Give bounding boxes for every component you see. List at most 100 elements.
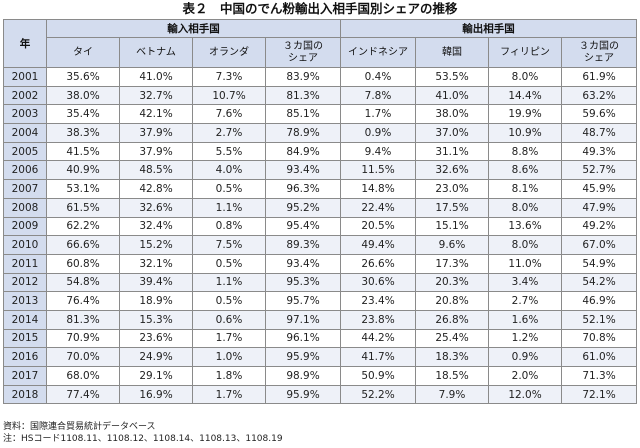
share-cell: 76.4% <box>46 291 120 311</box>
share-cell: 39.4% <box>119 272 193 293</box>
share-cell: 93.4% <box>265 253 341 274</box>
share-cell: 11.0% <box>488 253 562 274</box>
year-cell: 2003 <box>3 104 47 125</box>
year-cell: 2018 <box>3 384 47 405</box>
share-cell: 85.1% <box>265 104 341 125</box>
table-row: 2013 76.4% 18.9% 0.5% 95.7% 23.4% 20.8% 2.7% 46.… <box>3 291 637 311</box>
share-cell: 32.4% <box>119 216 193 237</box>
share-cell: 14.8% <box>340 179 416 199</box>
share-cell: 77.4% <box>46 384 120 405</box>
footnotes: 資料：国際連合貿易統計データベース 注：HSコード1108.11、1108.12… <box>3 421 283 445</box>
share-cell: 95.7% <box>265 291 341 311</box>
table-row: 2012 54.8% 39.4% 1.1% 95.3% 30.6% 20.3% 3.4% 54.… <box>3 272 637 293</box>
table-row: 2006 40.9% 48.5% 4.0% 93.4% 11.5% 32.6% 8.6% 52.… <box>3 160 637 181</box>
share-cell: 14.4% <box>488 85 562 106</box>
year-cell: 2010 <box>3 235 47 255</box>
share-cell: 96.1% <box>265 328 341 349</box>
share-cell: 0.9% <box>340 123 416 143</box>
share-cell: 35.4% <box>46 104 120 125</box>
import-col-header: ３カ国の シェア <box>265 37 341 68</box>
share-cell: 1.7% <box>192 384 266 405</box>
share-cell: 60.8% <box>46 253 120 274</box>
year-cell: 2009 <box>3 216 47 237</box>
share-cell: 11.5% <box>340 160 416 181</box>
import-col-header: ベトナム <box>119 37 193 68</box>
share-cell: 61.5% <box>46 197 120 218</box>
share-cell: 70.9% <box>46 328 120 349</box>
share-cell: 32.6% <box>119 197 193 218</box>
export-col-header: 韓国 <box>415 37 489 68</box>
share-cell: 35.6% <box>46 67 120 87</box>
export-group-header: 輸出相手国 <box>340 19 637 38</box>
share-cell: 62.2% <box>46 216 120 237</box>
share-cell: 84.9% <box>265 141 341 162</box>
share-cell: 95.9% <box>265 347 341 367</box>
share-cell: 23.6% <box>119 328 193 349</box>
share-cell: 2.7% <box>488 291 562 311</box>
share-cell: 95.2% <box>265 197 341 218</box>
share-cell: 10.7% <box>192 85 266 106</box>
share-cell: 50.9% <box>340 366 416 386</box>
share-cell: 1.6% <box>488 309 562 330</box>
table-row: 2011 60.8% 32.1% 0.5% 93.4% 26.6% 17.3% 11.0% 54… <box>3 253 637 274</box>
share-cell: 7.9% <box>415 384 489 405</box>
share-cell: 32.1% <box>119 253 193 274</box>
share-cell: 63.2% <box>561 85 637 106</box>
year-cell: 2014 <box>3 309 47 330</box>
share-cell: 20.3% <box>415 272 489 293</box>
share-cell: 15.2% <box>119 235 193 255</box>
share-cell: 1.7% <box>340 104 416 125</box>
table-body: 2001 35.6% 41.0% 7.3% 83.9% 0.4% 53.5% 8.0% 61.9… <box>3 67 637 405</box>
share-cell: 83.9% <box>265 67 341 87</box>
share-cell: 29.1% <box>119 366 193 386</box>
share-cell: 5.5% <box>192 141 266 162</box>
share-cell: 96.3% <box>265 179 341 199</box>
share-cell: 2.0% <box>488 366 562 386</box>
share-cell: 0.5% <box>192 291 266 311</box>
share-cell: 16.9% <box>119 384 193 405</box>
share-cell: 15.3% <box>119 309 193 330</box>
share-cell: 9.6% <box>415 235 489 255</box>
share-cell: 54.8% <box>46 272 120 293</box>
share-cell: 49.2% <box>561 216 637 237</box>
share-cell: 0.5% <box>192 253 266 274</box>
table-row: 2015 70.9% 23.6% 1.7% 96.1% 44.2% 25.4% 1.2% 70.… <box>3 328 637 349</box>
year-cell: 2004 <box>3 123 47 143</box>
year-cell: 2017 <box>3 366 47 386</box>
table-row: 2018 77.4% 16.9% 1.7% 95.9% 52.2% 7.9% 12.0% 72.… <box>3 384 637 405</box>
share-cell: 78.9% <box>265 123 341 143</box>
share-cell: 2.7% <box>192 123 266 143</box>
share-cell: 81.3% <box>46 309 120 330</box>
share-cell: 7.5% <box>192 235 266 255</box>
year-cell: 2005 <box>3 141 47 162</box>
table-row: 2002 38.0% 32.7% 10.7% 81.3% 7.8% 41.0% 14.4% 63… <box>3 85 637 106</box>
share-cell: 61.0% <box>561 347 637 367</box>
share-cell: 49.4% <box>340 235 416 255</box>
share-cell: 37.9% <box>119 123 193 143</box>
share-cell: 52.1% <box>561 309 637 330</box>
year-cell: 2012 <box>3 272 47 293</box>
year-cell: 2011 <box>3 253 47 274</box>
share-cell: 23.4% <box>340 291 416 311</box>
share-cell: 67.0% <box>561 235 637 255</box>
import-group-header: 輸入相手国 <box>46 19 341 38</box>
share-cell: 42.1% <box>119 104 193 125</box>
share-cell: 41.5% <box>46 141 120 162</box>
year-cell: 2013 <box>3 291 47 311</box>
year-cell: 2007 <box>3 179 47 199</box>
year-cell: 2006 <box>3 160 47 181</box>
share-cell: 0.4% <box>340 67 416 87</box>
share-cell: 24.9% <box>119 347 193 367</box>
share-cell: 46.9% <box>561 291 637 311</box>
year-cell: 2001 <box>3 67 47 87</box>
share-cell: 53.5% <box>415 67 489 87</box>
year-cell: 2008 <box>3 197 47 218</box>
share-cell: 44.2% <box>340 328 416 349</box>
share-cell: 23.8% <box>340 309 416 330</box>
export-col-header: ３カ国の シェア <box>561 37 637 68</box>
share-cell: 48.5% <box>119 160 193 181</box>
table-row: 2003 35.4% 42.1% 7.6% 85.1% 1.7% 38.0% 19.9% 59.… <box>3 104 637 125</box>
share-cell: 8.6% <box>488 160 562 181</box>
share-cell: 0.9% <box>488 347 562 367</box>
export-col-header: フィリピン <box>488 37 562 68</box>
